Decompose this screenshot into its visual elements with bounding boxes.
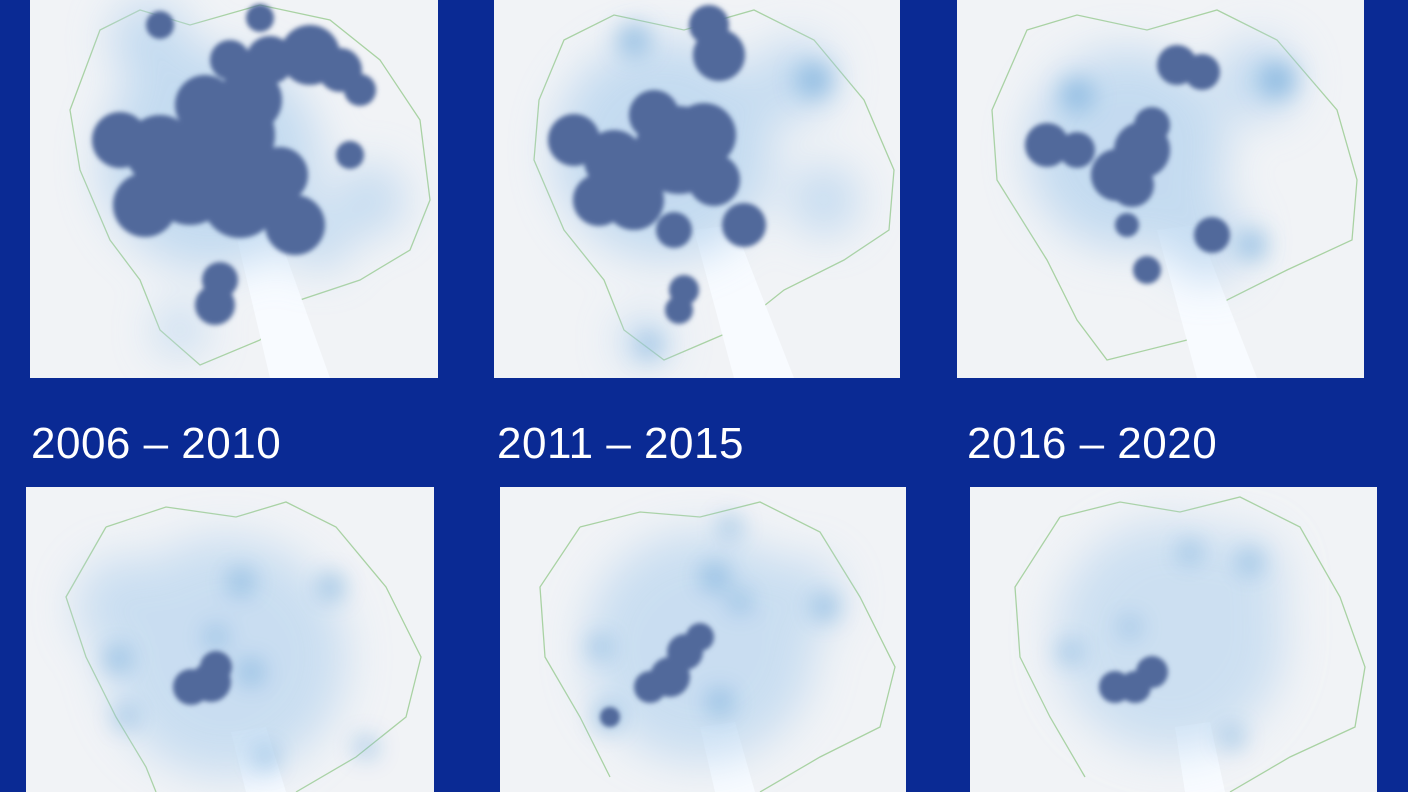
- hotspot: [548, 5, 766, 324]
- hotspot: [1025, 45, 1230, 284]
- city-boundary: [533, 9, 895, 361]
- city-boundary: [1014, 496, 1366, 792]
- period-label-2011-2015: 2011 – 2015: [497, 419, 744, 468]
- hotspot: [600, 623, 714, 727]
- road: [694, 225, 794, 378]
- city-boundary: [991, 9, 1358, 361]
- period-label-2016-2020: 2016 – 2020: [967, 419, 1218, 468]
- density-map-2016-2020: [970, 487, 1377, 792]
- density-map-2006-2010: [26, 487, 434, 792]
- density-map-top-3: [957, 0, 1364, 378]
- city-boundary: [539, 501, 896, 792]
- hotspot: [173, 651, 232, 705]
- density-map-2011-2015: [500, 487, 906, 792]
- density-map-top-1: [30, 0, 438, 378]
- hotspot: [1099, 656, 1168, 703]
- medium-density: [618, 24, 832, 357]
- medium-density: [106, 570, 376, 767]
- density-map-top-2: [494, 0, 900, 378]
- hotspot: [92, 4, 376, 325]
- medium-density: [1060, 542, 1261, 747]
- medium-density: [1061, 62, 1295, 259]
- road: [235, 225, 330, 378]
- city-boundary: [65, 501, 422, 792]
- period-label-2006-2010: 2006 – 2010: [31, 419, 282, 468]
